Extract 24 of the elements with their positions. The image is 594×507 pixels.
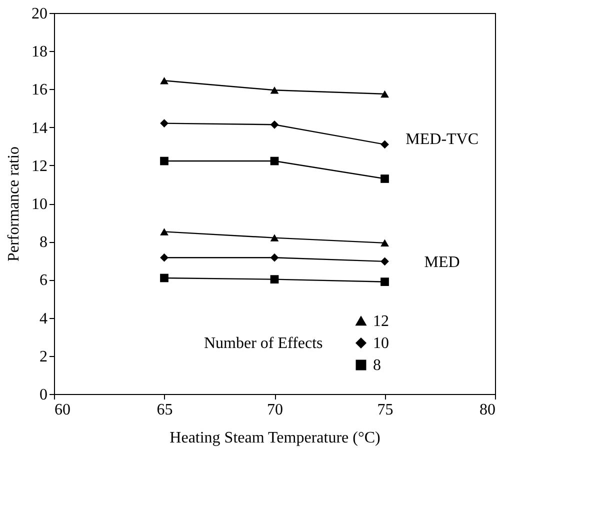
x-axis-title: Heating Steam Temperature (°C) (170, 430, 380, 446)
y-tick-label: 6 (40, 272, 48, 290)
y-axis-title: Performance ratio (6, 146, 22, 262)
y-tick-label: 14 (32, 120, 48, 137)
annotation: MED-TVC (406, 131, 479, 148)
legend-title: Number of Effects (204, 335, 323, 352)
y-tick-label: 8 (40, 234, 48, 252)
y-tick-label: 2 (40, 348, 48, 366)
x-tick-label: 80 (480, 402, 496, 418)
y-tick-label: 18 (32, 44, 48, 61)
y-tick-label: 16 (32, 82, 48, 99)
x-tick-label: 65 (156, 402, 173, 418)
legend-label: 12 (373, 313, 389, 330)
x-tick-label: 75 (377, 402, 394, 418)
y-tick-label: 4 (40, 310, 48, 328)
x-tick-label: 60 (54, 402, 70, 418)
legend-label: 10 (373, 335, 389, 352)
y-tick-label: 20 (32, 6, 48, 22)
y-tick-label: 0 (40, 386, 48, 404)
annotation: MED (424, 254, 460, 272)
legend-label: 8 (373, 357, 381, 374)
x-tick-label: 70 (267, 402, 283, 418)
y-tick-label: 12 (32, 158, 48, 175)
y-tick-label: 10 (32, 196, 48, 213)
